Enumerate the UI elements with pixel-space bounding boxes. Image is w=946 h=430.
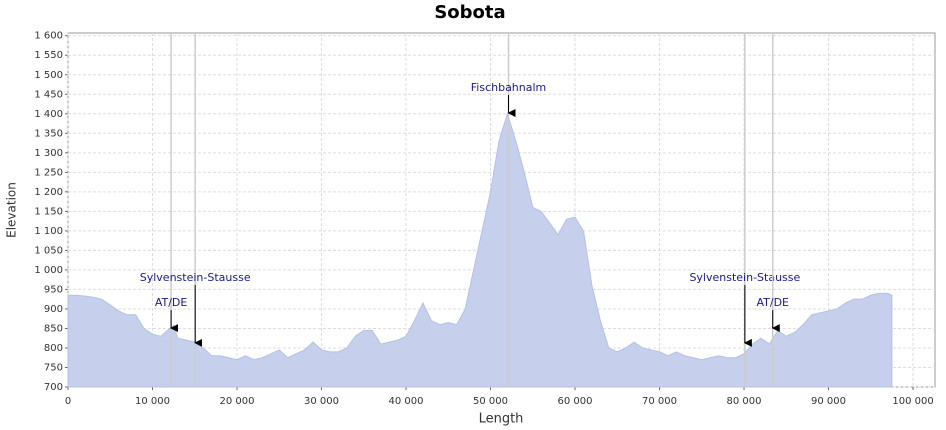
y-tick-label: 1 400 [34, 109, 63, 120]
x-tick-label: 20 000 [220, 396, 255, 407]
x-tick-label: 50 000 [473, 396, 508, 407]
y-tick-label: 1 500 [34, 70, 63, 81]
x-axis-label: Length [479, 412, 524, 427]
annotation-label: Sylvenstein-Stausse [689, 271, 800, 284]
annotation-label: AT/DE [155, 296, 188, 309]
y-tick-label: 1 000 [34, 265, 63, 276]
y-tick-label: 1 550 [34, 50, 63, 61]
y-tick-label: 1 100 [34, 226, 63, 237]
y-tick-label: 1 300 [34, 148, 63, 159]
x-tick-label: 60 000 [558, 396, 593, 407]
y-tick-label: 750 [44, 362, 63, 373]
y-tick-label: 1 150 [34, 206, 63, 217]
x-tick-label: 100 000 [892, 396, 933, 407]
x-tick-label: 30 000 [304, 396, 339, 407]
y-tick-label: 700 [44, 382, 63, 393]
chart-title: Sobota [434, 2, 505, 23]
y-tick-label: 1 250 [34, 167, 63, 178]
annotation-label: Sylvenstein-Stausse [140, 271, 251, 284]
x-tick-label: 0 [65, 396, 71, 407]
y-tick-label: 1 200 [34, 187, 63, 198]
y-axis-label: Elevation [5, 182, 19, 238]
y-tick-label: 1 050 [34, 245, 63, 256]
x-tick-label: 10 000 [135, 396, 170, 407]
annotation-label: Fischbahnalm [471, 81, 547, 94]
x-tick-label: 70 000 [642, 396, 677, 407]
x-tick-label: 80 000 [727, 396, 762, 407]
y-tick-label: 950 [44, 284, 63, 295]
y-tick-label: 1 450 [34, 89, 63, 100]
x-tick-label: 90 000 [811, 396, 846, 407]
y-tick-label: 800 [44, 343, 63, 354]
y-tick-label: 850 [44, 323, 63, 334]
annotation-label: AT/DE [756, 296, 789, 309]
y-tick-label: 900 [44, 304, 63, 315]
y-tick-label: 1 350 [34, 128, 63, 139]
x-tick-label: 40 000 [389, 396, 424, 407]
y-tick-label: 1 600 [34, 31, 63, 42]
